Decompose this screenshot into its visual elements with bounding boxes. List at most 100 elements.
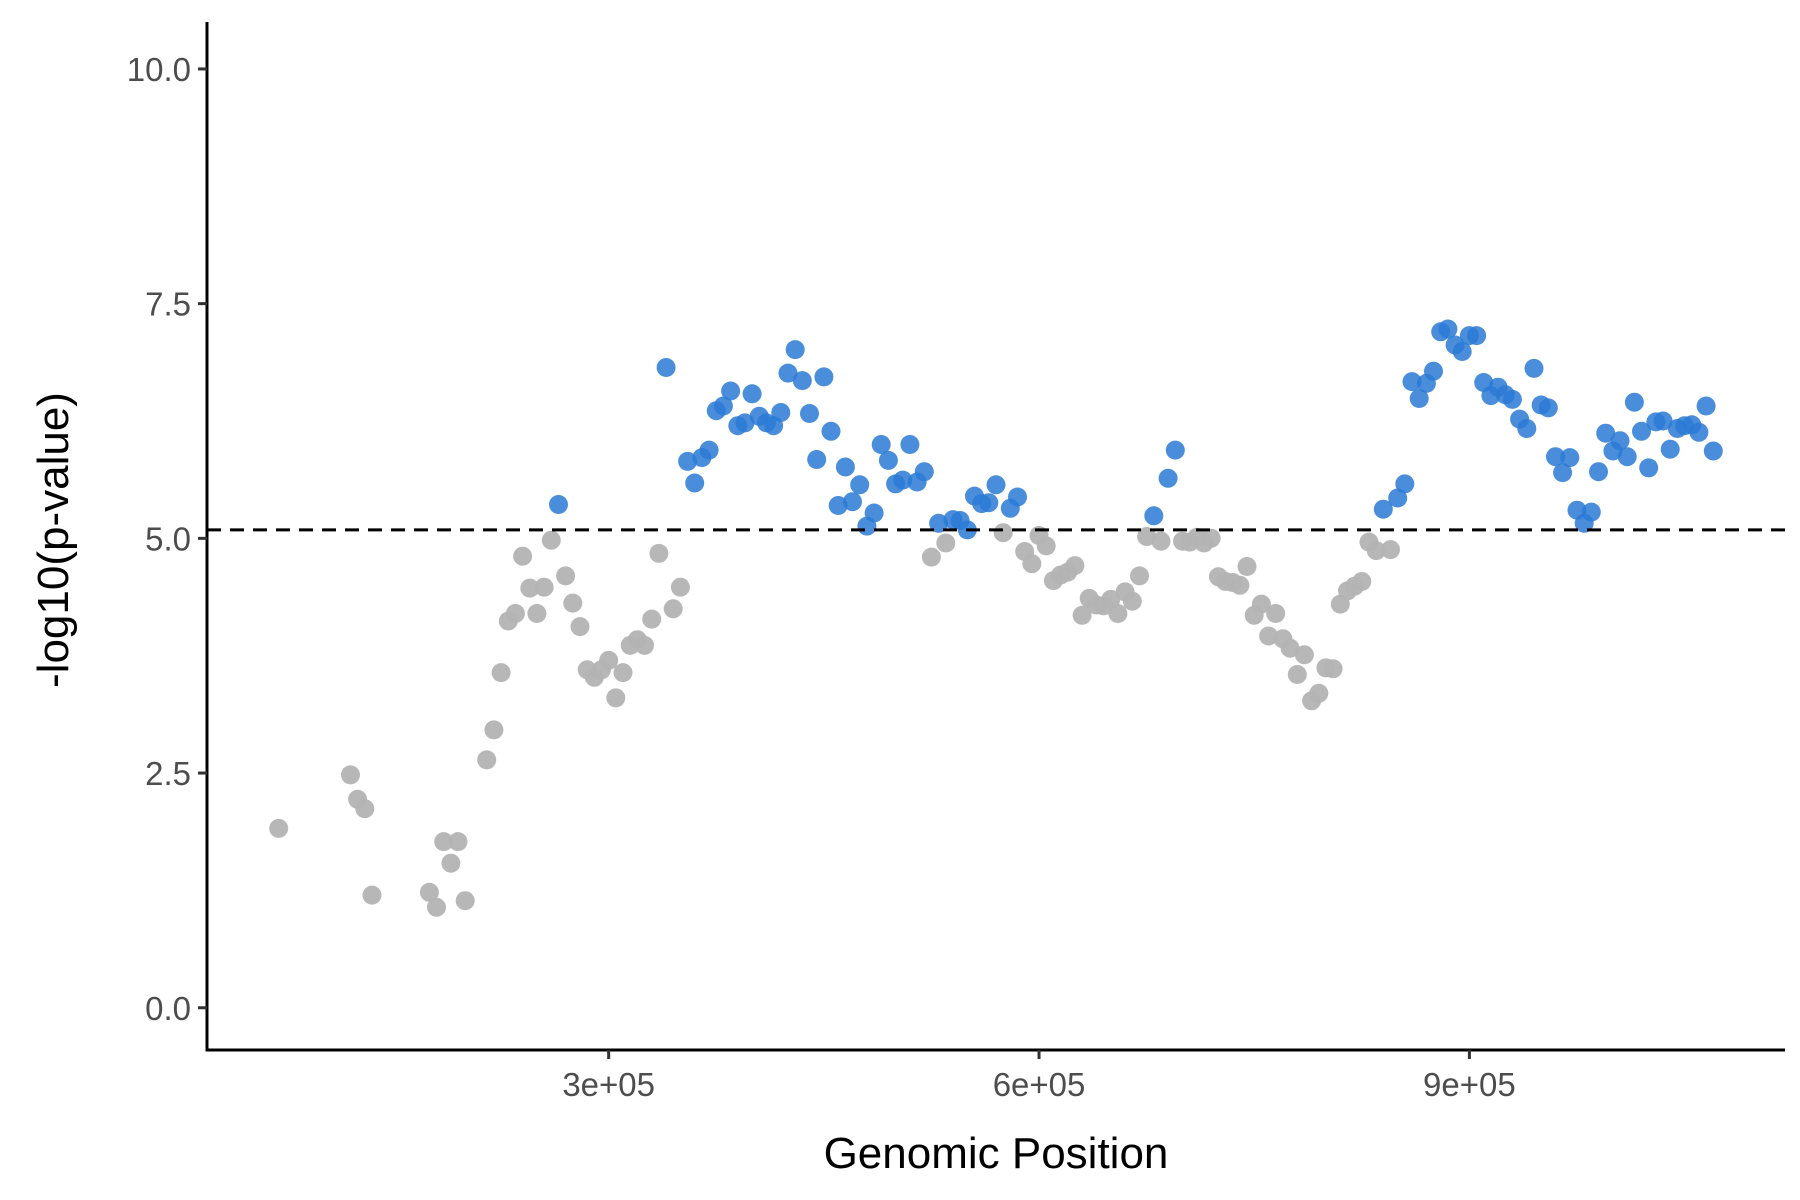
data-point-significant bbox=[1624, 392, 1644, 412]
data-point bbox=[1237, 557, 1257, 576]
data-point bbox=[455, 891, 475, 911]
data-point bbox=[613, 663, 633, 683]
data-point bbox=[670, 577, 690, 597]
data-point-significant bbox=[1560, 448, 1580, 468]
data-point bbox=[1287, 665, 1307, 684]
data-point-significant bbox=[735, 413, 755, 433]
data-point bbox=[1280, 638, 1300, 658]
data-point bbox=[513, 546, 533, 566]
data-point-significant bbox=[678, 451, 698, 471]
data-point-significant bbox=[1373, 499, 1393, 519]
data-point bbox=[606, 688, 626, 708]
x-tick-label: 3e+05 bbox=[562, 1066, 655, 1103]
data-point-significant bbox=[893, 470, 913, 490]
data-point bbox=[1101, 589, 1121, 609]
data-point bbox=[663, 599, 683, 619]
data-point bbox=[1352, 572, 1372, 591]
data-point bbox=[1381, 540, 1400, 560]
data-point-significant bbox=[1158, 468, 1178, 488]
data-point bbox=[527, 604, 547, 623]
data-point bbox=[491, 663, 511, 683]
data-point bbox=[448, 832, 468, 852]
data-point-significant bbox=[1696, 396, 1716, 416]
data-point bbox=[642, 609, 662, 629]
data-point bbox=[921, 547, 941, 567]
data-point-significant bbox=[685, 473, 705, 493]
data-point-significant bbox=[900, 435, 920, 454]
data-point-significant bbox=[1395, 474, 1415, 494]
data-point bbox=[1022, 554, 1042, 574]
data-point bbox=[1151, 531, 1171, 551]
data-point-significant bbox=[1502, 389, 1522, 409]
data-point bbox=[993, 523, 1013, 543]
data-point bbox=[1323, 659, 1343, 679]
data-point-significant bbox=[807, 450, 827, 469]
y-axis-title: -log10(p-value) bbox=[29, 392, 78, 688]
data-point-significant bbox=[1689, 422, 1709, 442]
data-point bbox=[570, 617, 590, 637]
data-point-significant bbox=[828, 496, 848, 515]
data-point bbox=[269, 818, 289, 838]
data-point bbox=[556, 566, 576, 586]
data-point bbox=[1294, 645, 1314, 665]
data-point bbox=[1201, 528, 1221, 548]
data-point-significant bbox=[800, 404, 819, 423]
data-point-significant bbox=[864, 503, 884, 523]
data-point bbox=[505, 604, 525, 623]
data-point bbox=[1065, 556, 1085, 576]
data-point bbox=[541, 530, 561, 550]
data-point bbox=[563, 593, 583, 613]
y-tick-label: 5.0 bbox=[145, 520, 191, 557]
data-point-significant bbox=[1524, 358, 1544, 378]
data-point-significant bbox=[1596, 423, 1616, 443]
data-point-significant bbox=[1639, 458, 1659, 478]
data-point bbox=[1108, 604, 1128, 623]
x-tick-label: 6e+05 bbox=[993, 1066, 1086, 1103]
data-point bbox=[341, 765, 360, 785]
data-point bbox=[1230, 575, 1250, 595]
data-point-significant bbox=[1589, 462, 1608, 482]
data-point bbox=[936, 533, 956, 553]
data-point bbox=[441, 853, 461, 873]
data-point bbox=[1366, 541, 1386, 561]
data-point-significant bbox=[792, 371, 812, 391]
x-axis-title: Genomic Position bbox=[824, 1129, 1169, 1178]
data-point-significant bbox=[1409, 389, 1429, 408]
data-point-significant bbox=[699, 440, 719, 460]
data-point-significant bbox=[929, 513, 949, 533]
data-point-significant bbox=[1538, 398, 1558, 418]
y-tick-label: 10.0 bbox=[127, 51, 191, 88]
data-point-significant bbox=[1610, 431, 1630, 451]
data-point-significant bbox=[1703, 441, 1723, 461]
data-point bbox=[1309, 683, 1329, 703]
data-point-significant bbox=[914, 462, 934, 482]
data-point-significant bbox=[1553, 463, 1573, 483]
data-point-significant bbox=[1581, 502, 1601, 522]
data-point-significant bbox=[1452, 342, 1472, 361]
data-point bbox=[599, 650, 619, 670]
data-point bbox=[1137, 527, 1157, 546]
data-point-significant bbox=[1632, 421, 1651, 441]
data-point-significant bbox=[1653, 411, 1673, 431]
data-point-significant bbox=[778, 363, 798, 383]
data-point-significant bbox=[549, 495, 568, 514]
data-point-significant bbox=[771, 403, 791, 422]
data-point-significant bbox=[742, 384, 762, 404]
data-point-significant bbox=[1438, 319, 1458, 339]
data-point-significant bbox=[1546, 447, 1565, 467]
data-point bbox=[1122, 591, 1142, 611]
data-point-significant bbox=[1517, 419, 1537, 438]
data-point-significant bbox=[1467, 326, 1487, 346]
data-point-significant bbox=[979, 493, 999, 513]
data-point-significant bbox=[814, 367, 834, 387]
data-point-significant bbox=[843, 492, 862, 512]
data-point bbox=[1130, 566, 1149, 586]
y-tick-label: 7.5 bbox=[145, 286, 191, 323]
x-axis-ticks: 3e+05 6e+05 9e+05 bbox=[562, 1050, 1516, 1103]
data-point-significant bbox=[850, 475, 870, 495]
data-point-significant bbox=[1008, 487, 1027, 507]
data-point bbox=[1036, 536, 1056, 556]
data-point-significant bbox=[713, 396, 733, 416]
data-point-significant bbox=[1402, 372, 1422, 392]
